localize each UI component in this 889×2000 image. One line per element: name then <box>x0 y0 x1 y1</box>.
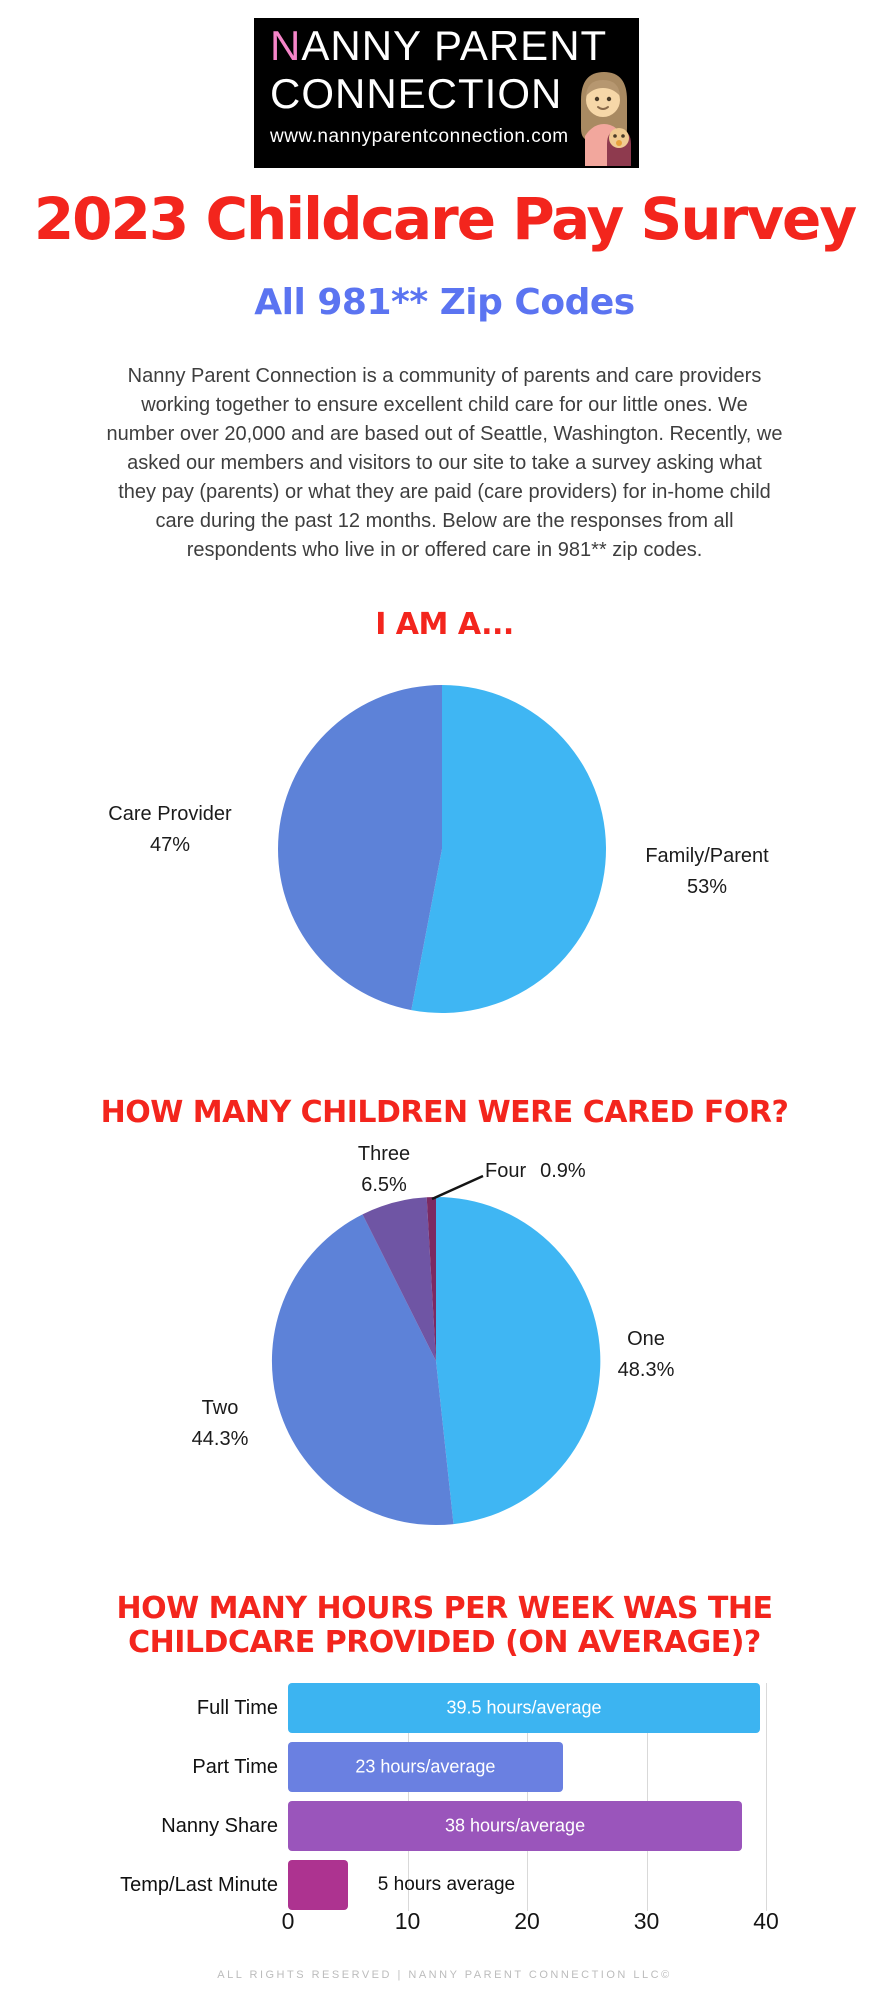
pie2-label-one: One 48.3% <box>556 1324 736 1386</box>
pie-slice-care-provider <box>278 685 442 1011</box>
pie2-title: HOW MANY CHILDREN WERE CARED FOR? <box>100 1095 789 1130</box>
bar-full-time: 39.5 hours/average <box>288 1683 760 1733</box>
bar-temp-last-minute <box>288 1860 348 1910</box>
gridline-40 <box>766 1683 767 1911</box>
slice-label: One <box>627 1328 665 1350</box>
bar-chart: Full Time Part Time Nanny Share Temp/Last M… <box>0 1680 889 1960</box>
x-tick-40: 40 <box>753 1908 779 1934</box>
x-tick-30: 30 <box>633 1908 660 1934</box>
x-tick-10: 10 <box>394 1908 421 1934</box>
logo-pink-letter: N <box>270 22 302 69</box>
logo-line1: NANNY PARENT <box>270 22 607 70</box>
slice-pct: 53% <box>686 876 728 898</box>
bar-category-labels: Full Time Part Time Nanny Share Temp/Last M… <box>0 1680 278 1912</box>
slice-pct: 44.3% <box>191 1428 249 1450</box>
bar-value-label: 38 hours/average <box>444 1815 586 1836</box>
category-label-nanny-share: Nanny Share <box>161 1815 278 1837</box>
x-tick-20: 20 <box>514 1908 540 1934</box>
bar-value-label: 5 hours average <box>377 1874 516 1895</box>
logo-url: www.nannyparentconnection.com <box>270 126 569 147</box>
pie-slice-family-parent <box>411 685 607 1014</box>
pie-slice-three <box>362 1197 436 1361</box>
page-subtitle: All 981** Zip Codes <box>254 282 635 323</box>
page-title: 2023 Childcare Pay Survey <box>33 185 857 253</box>
gridline-10 <box>407 1683 409 1911</box>
slice-label: Three <box>357 1143 411 1165</box>
intro-paragraph: Nanny Parent Connection is a community o… <box>106 365 783 561</box>
bar-value-label: 23 hours/average <box>355 1756 496 1777</box>
footer-copyright: ALL RIGHTS RESERVED | NANNY PARENT CONNE… <box>217 1969 672 1981</box>
logo-line2: CONNECTION <box>270 70 563 117</box>
x-tick-0: 0 <box>281 1908 295 1934</box>
slice-pct: 48.3% <box>617 1359 675 1381</box>
nanny-holding-baby-icon <box>581 72 631 166</box>
pie2-label-two: Two 44.3% <box>130 1393 310 1455</box>
category-label-temp-last-minute: Temp/Last Minute <box>120 1874 278 1896</box>
pie2-label-four: Four 0.9% <box>485 1156 586 1187</box>
bar-nanny-share: 38 hours/average <box>288 1801 743 1851</box>
pie2-label-three: Three 6.5% <box>294 1139 474 1201</box>
pie1-title: I AM A... <box>375 607 514 642</box>
slice-label: Four <box>485 1160 527 1182</box>
pie1-label-care-provider: Care Provider 47% <box>80 799 260 861</box>
slice-label: Family/Parent <box>645 845 769 867</box>
logo-banner: NANNY PARENT CONNECTION www.nannyparentc… <box>254 18 639 168</box>
pie-slice-two <box>271 1214 454 1526</box>
bar-plot-area: 39.5 hours/average 23 hours/average 38 hou… <box>288 1680 808 1911</box>
gridline-30 <box>646 1683 648 1911</box>
logo-line1-rest: ANNY PARENT <box>301 22 608 69</box>
bar-chart-title: HOW MANY HOURS PER WEEK WAS THE CHILDCAR… <box>116 1591 773 1660</box>
slice-label: Care Provider <box>108 803 232 825</box>
slice-pct: 6.5% <box>361 1174 407 1196</box>
pie-slice-four <box>426 1197 436 1361</box>
slice-label: Two <box>201 1397 239 1419</box>
slice-pct: 0.9% <box>540 1160 586 1182</box>
bar-part-time: 23 hours/average <box>288 1742 563 1792</box>
slice-pct: 47% <box>149 834 191 856</box>
category-label-part-time: Part Time <box>192 1756 278 1778</box>
pie1-label-family-parent: Family/Parent 53% <box>617 841 797 903</box>
category-label-full-time: Full Time <box>196 1697 278 1719</box>
gridline-20 <box>527 1683 528 1911</box>
bar-value-label: 39.5 hours/average <box>446 1697 602 1718</box>
